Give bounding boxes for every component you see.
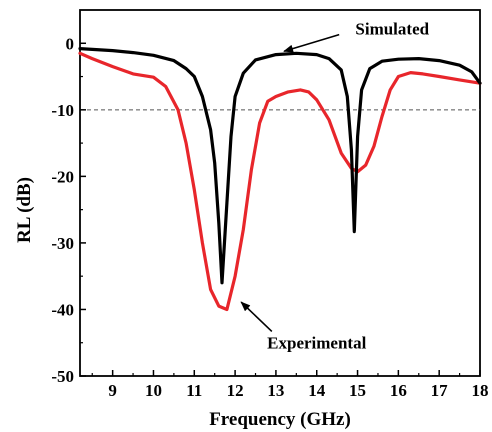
x-tick-label: 16 — [390, 381, 407, 400]
annotation-label-experimental: Experimental — [267, 334, 366, 353]
x-tick-label: 9 — [108, 381, 117, 400]
y-tick-label: 0 — [66, 34, 75, 53]
y-tick-label: -20 — [51, 167, 74, 186]
x-tick-label: 14 — [308, 381, 326, 400]
x-tick-label: 13 — [267, 381, 284, 400]
series-line-experimental — [78, 51, 482, 312]
x-tick-label: 10 — [145, 381, 162, 400]
y-tick-label: -30 — [51, 234, 74, 253]
annotation-arrow-simulated — [283, 33, 340, 53]
series-line-simulated — [78, 47, 482, 285]
x-tick-label: 11 — [186, 381, 202, 400]
x-tick-label: 12 — [227, 381, 244, 400]
annotation-arrow-experimental — [240, 301, 273, 332]
x-tick-label: 18 — [472, 381, 489, 400]
annotation-label-simulated: Simulated — [355, 20, 429, 39]
x-tick-label: 15 — [349, 381, 366, 400]
plot-area: 9 10 11 12 13 14 15 16 17 18 0 -10 -20 -30 -40 -50 Simul… — [51, 9, 489, 400]
x-axis-title: Frequency (GHz) — [209, 409, 351, 430]
y-tick-label: -10 — [51, 101, 74, 120]
x-tick-label: 17 — [431, 381, 449, 400]
y-tick-label: -40 — [51, 300, 74, 319]
y-tick-label: -50 — [51, 367, 74, 386]
y-axis-title: RL (dB) — [14, 177, 35, 243]
plot-frame — [79, 9, 481, 377]
